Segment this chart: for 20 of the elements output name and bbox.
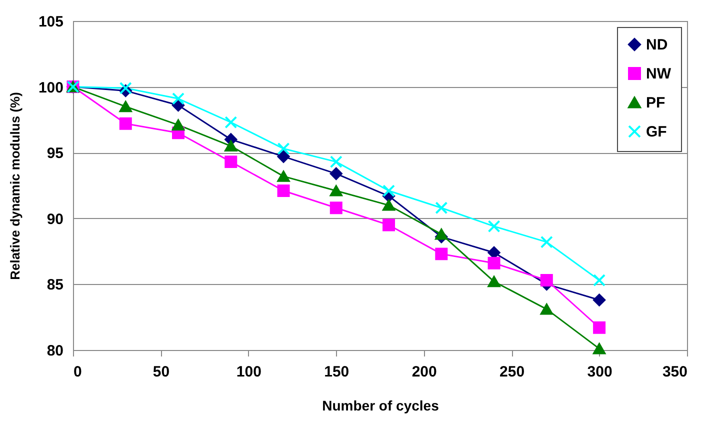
x-tick-label: 100 bbox=[236, 364, 262, 380]
x-tick-label: 150 bbox=[324, 364, 350, 380]
y-tick-label: 100 bbox=[38, 79, 64, 96]
y-tick-label: 105 bbox=[38, 14, 64, 30]
y-tick-label: 85 bbox=[46, 276, 64, 294]
y-tick-label: 95 bbox=[46, 145, 64, 162]
x-tick-label: 50 bbox=[152, 364, 170, 380]
x-tick-label: 250 bbox=[500, 364, 525, 380]
y-tick-label: 90 bbox=[46, 210, 64, 228]
x-tick-label: 300 bbox=[587, 364, 612, 380]
legend-label: PF bbox=[646, 94, 666, 112]
legend-label: GF bbox=[646, 124, 667, 140]
x-tick-label: 0 bbox=[74, 364, 82, 380]
y-axis-title: Relative dynamic modulus (%) bbox=[7, 92, 22, 280]
legend-label: ND bbox=[646, 36, 668, 54]
legend-label: NW bbox=[646, 66, 672, 82]
x-axis-title: Number of cycles bbox=[322, 398, 440, 414]
x-tick-label: 200 bbox=[412, 364, 437, 380]
x-tick-label: 350 bbox=[662, 364, 688, 380]
y-tick-label: 80 bbox=[46, 342, 64, 360]
